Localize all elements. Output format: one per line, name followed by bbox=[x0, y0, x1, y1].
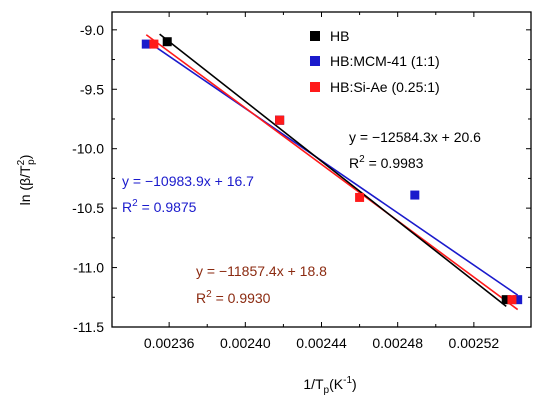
x-axis-title: 1/Tp(K-1) bbox=[303, 375, 356, 396]
point-series-2 bbox=[275, 115, 285, 125]
fit-line-2 bbox=[145, 34, 519, 311]
axes: 0.00236 0.00240 0.00244 0.00248 0.00252 -9.0 -… bbox=[72, 12, 531, 351]
point-series-2 bbox=[149, 39, 159, 49]
x-tick-label: 0.00252 bbox=[449, 335, 500, 351]
x-tick-label: 0.00248 bbox=[372, 335, 423, 351]
y-tick-label: -11.0 bbox=[73, 260, 104, 276]
fit-line-1 bbox=[145, 39, 519, 296]
y-tick-label: -10.5 bbox=[72, 200, 104, 216]
point-series-0 bbox=[162, 37, 172, 47]
r2-siae: R2 = 0.9930 bbox=[196, 289, 271, 306]
point-series-2 bbox=[507, 295, 517, 305]
legend: HB HB:MCM-41 (1:1) HB:Si-Ae (0.25:1) bbox=[310, 28, 440, 95]
point-series-2 bbox=[355, 192, 365, 202]
annotation-hb: y = −12584.3x + 20.6 R2 = 0.9983 bbox=[349, 129, 481, 171]
equation-hb: y = −12584.3x + 20.6 bbox=[349, 129, 481, 145]
data-marks bbox=[141, 33, 523, 311]
legend-label-siae: HB:Si-Ae (0.25:1) bbox=[330, 79, 440, 95]
y-tick-label: -9.5 bbox=[80, 81, 104, 97]
legend-swatch-siae bbox=[310, 82, 320, 92]
x-tick-label: 0.00236 bbox=[144, 335, 195, 351]
annotation-siae: y = −11857.4x + 18.8 R2 = 0.9930 bbox=[196, 263, 327, 306]
legend-label-hb: HB bbox=[330, 28, 349, 44]
annotation-mcm41: y = −10983.9x + 16.7 R2 = 0.9875 bbox=[122, 173, 254, 215]
x-tick-label: 0.00244 bbox=[296, 335, 347, 351]
point-series-0 bbox=[501, 295, 511, 305]
y-tick-label: -9.0 bbox=[80, 22, 104, 38]
legend-swatch-hb bbox=[310, 31, 320, 41]
legend-label-mcm41: HB:MCM-41 (1:1) bbox=[330, 53, 440, 69]
equation-mcm41: y = −10983.9x + 16.7 bbox=[122, 173, 254, 189]
r2-mcm41: R2 = 0.9875 bbox=[122, 198, 197, 215]
point-series-1 bbox=[513, 295, 523, 305]
legend-swatch-mcm41 bbox=[310, 56, 320, 66]
fit-line-0 bbox=[159, 33, 507, 307]
point-series-1 bbox=[410, 190, 420, 200]
y-tick-label: -11.5 bbox=[73, 319, 104, 335]
y-tick-label: -10.0 bbox=[72, 141, 104, 157]
equation-siae: y = −11857.4x + 18.8 bbox=[196, 263, 327, 279]
r2-hb: R2 = 0.9983 bbox=[349, 154, 424, 171]
y-axis-title: ln (β/T2p) bbox=[16, 155, 37, 206]
x-tick-label: 0.00240 bbox=[220, 335, 271, 351]
point-series-1 bbox=[141, 39, 151, 49]
